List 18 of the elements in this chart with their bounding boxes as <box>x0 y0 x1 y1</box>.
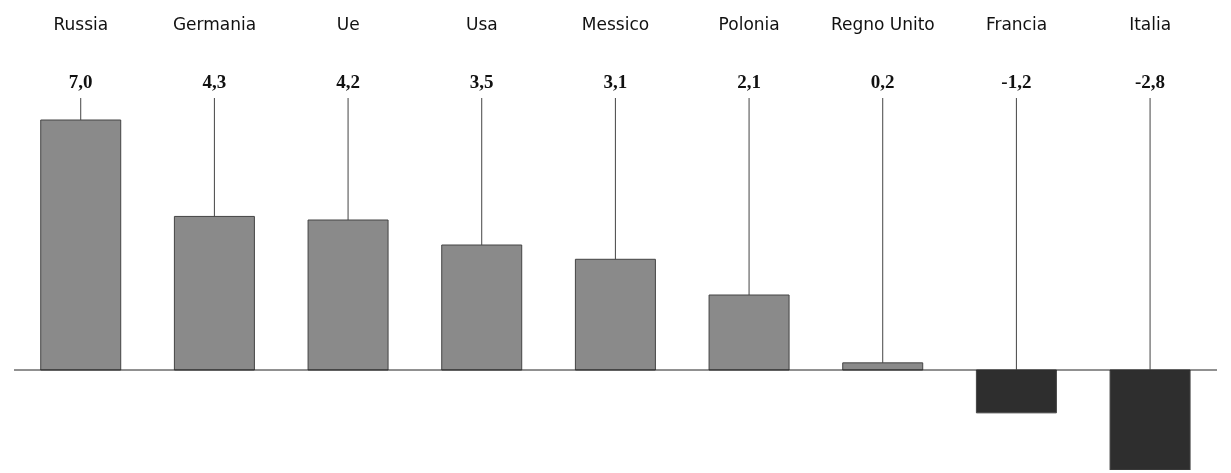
x-tick-label: Russia <box>53 14 109 34</box>
x-tick-label: Messico <box>581 14 650 34</box>
x-tick-label: Polonia <box>718 14 780 34</box>
data-label: 4,3 <box>202 71 227 92</box>
x-tick-label: Italia <box>1129 14 1172 34</box>
data-label: 2,1 <box>737 71 761 92</box>
x-tick-label: Ue <box>336 14 360 34</box>
data-label: 3,5 <box>469 71 494 92</box>
data-label: -2,8 <box>1135 71 1166 92</box>
data-label: 0,2 <box>870 71 895 92</box>
data-label: 3,1 <box>603 71 628 92</box>
x-tick-label: Regno Unito <box>830 14 935 34</box>
data-label: -1,2 <box>1001 71 1032 92</box>
x-tick-label: Germania <box>172 14 257 34</box>
x-tick-label: Francia <box>985 14 1048 34</box>
x-tick-label: Usa <box>465 14 498 34</box>
data-label: 4,2 <box>336 71 360 92</box>
data-label: 7,0 <box>68 71 93 92</box>
